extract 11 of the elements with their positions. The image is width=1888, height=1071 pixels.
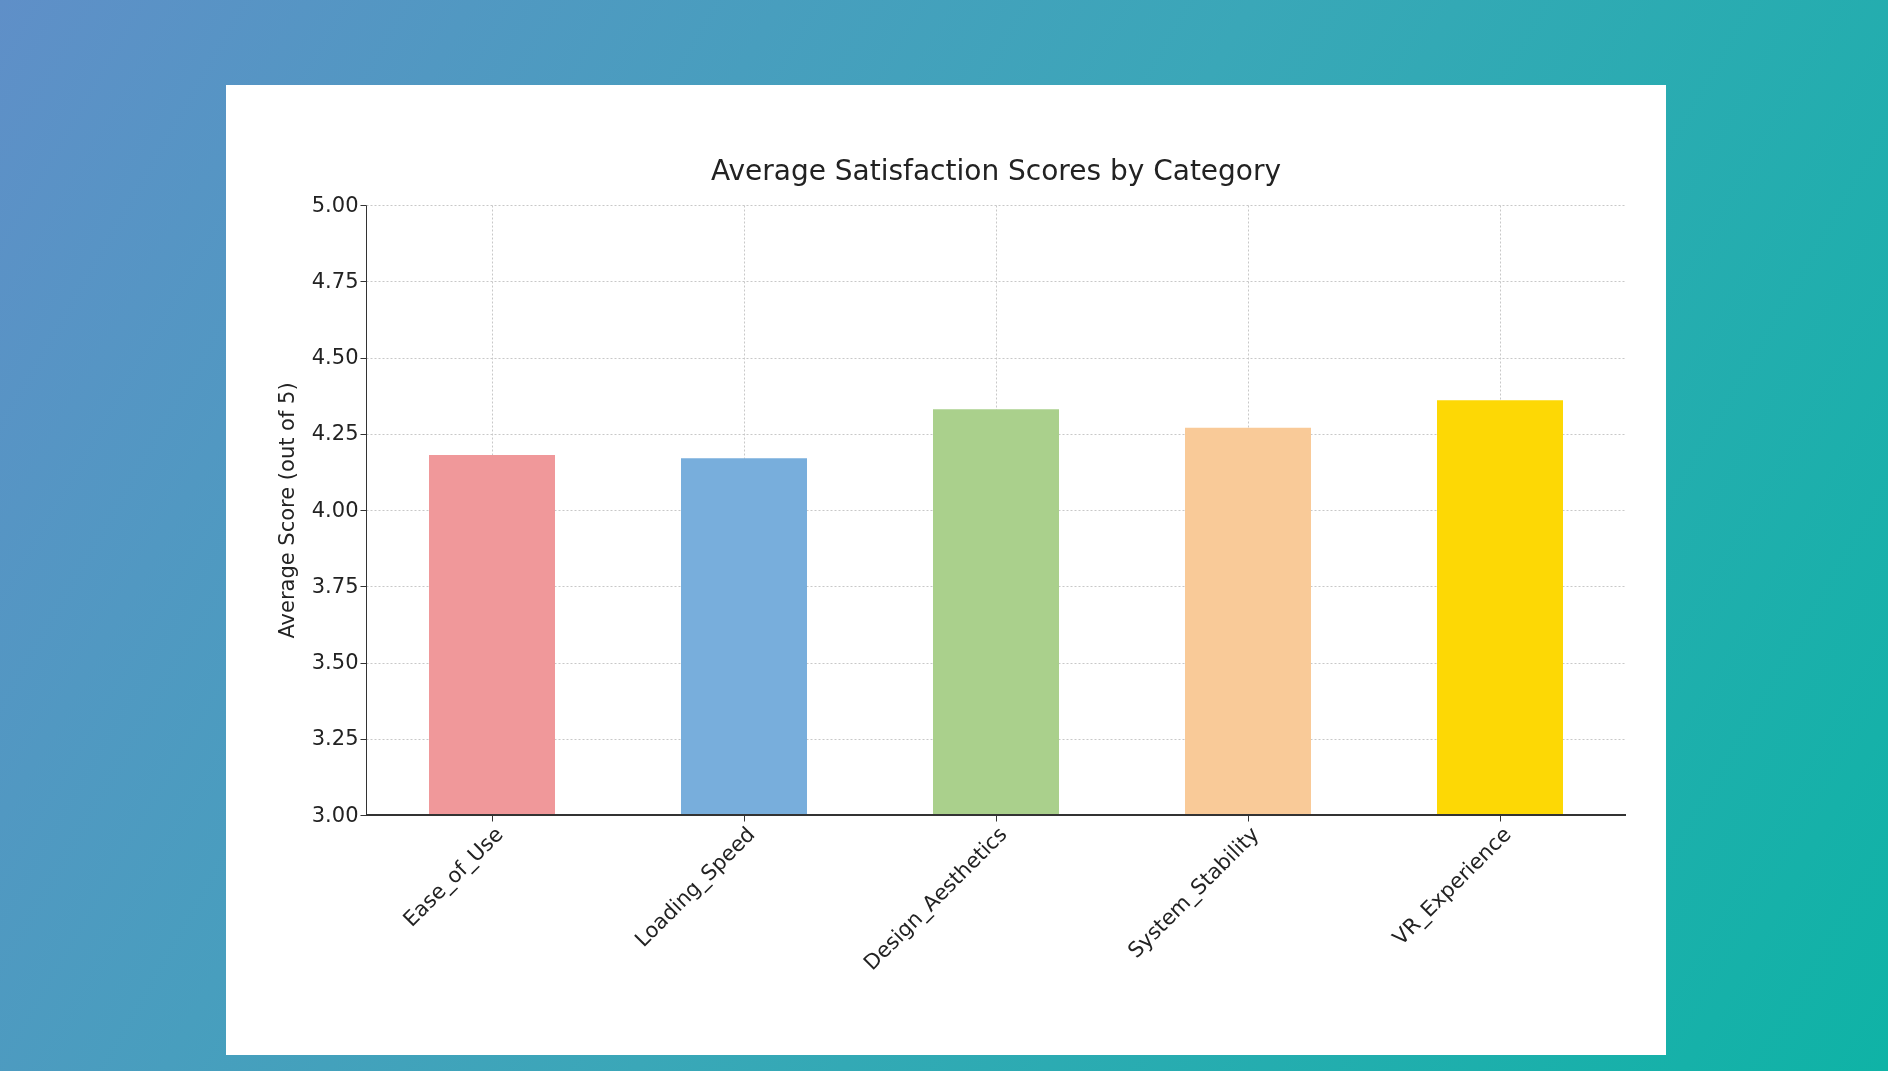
y-tick-label: 4.75	[311, 268, 359, 293]
y-tick-label: 3.25	[311, 726, 359, 751]
y-tick-label: 5.00	[311, 192, 359, 217]
y-tick-label: 3.00	[311, 802, 359, 827]
y-tick-label: 3.50	[311, 650, 359, 674]
y-tick-label: 3.75	[311, 573, 359, 598]
y-tick-label: 4.25	[311, 421, 359, 446]
chart-title: Average Satisfaction Scores by Category	[710, 154, 1282, 187]
y-tick-label: 4.00	[311, 497, 359, 522]
y-axis-title: Average Score (out of 5)	[274, 382, 299, 639]
y-tick-label: 4.50	[311, 345, 359, 369]
